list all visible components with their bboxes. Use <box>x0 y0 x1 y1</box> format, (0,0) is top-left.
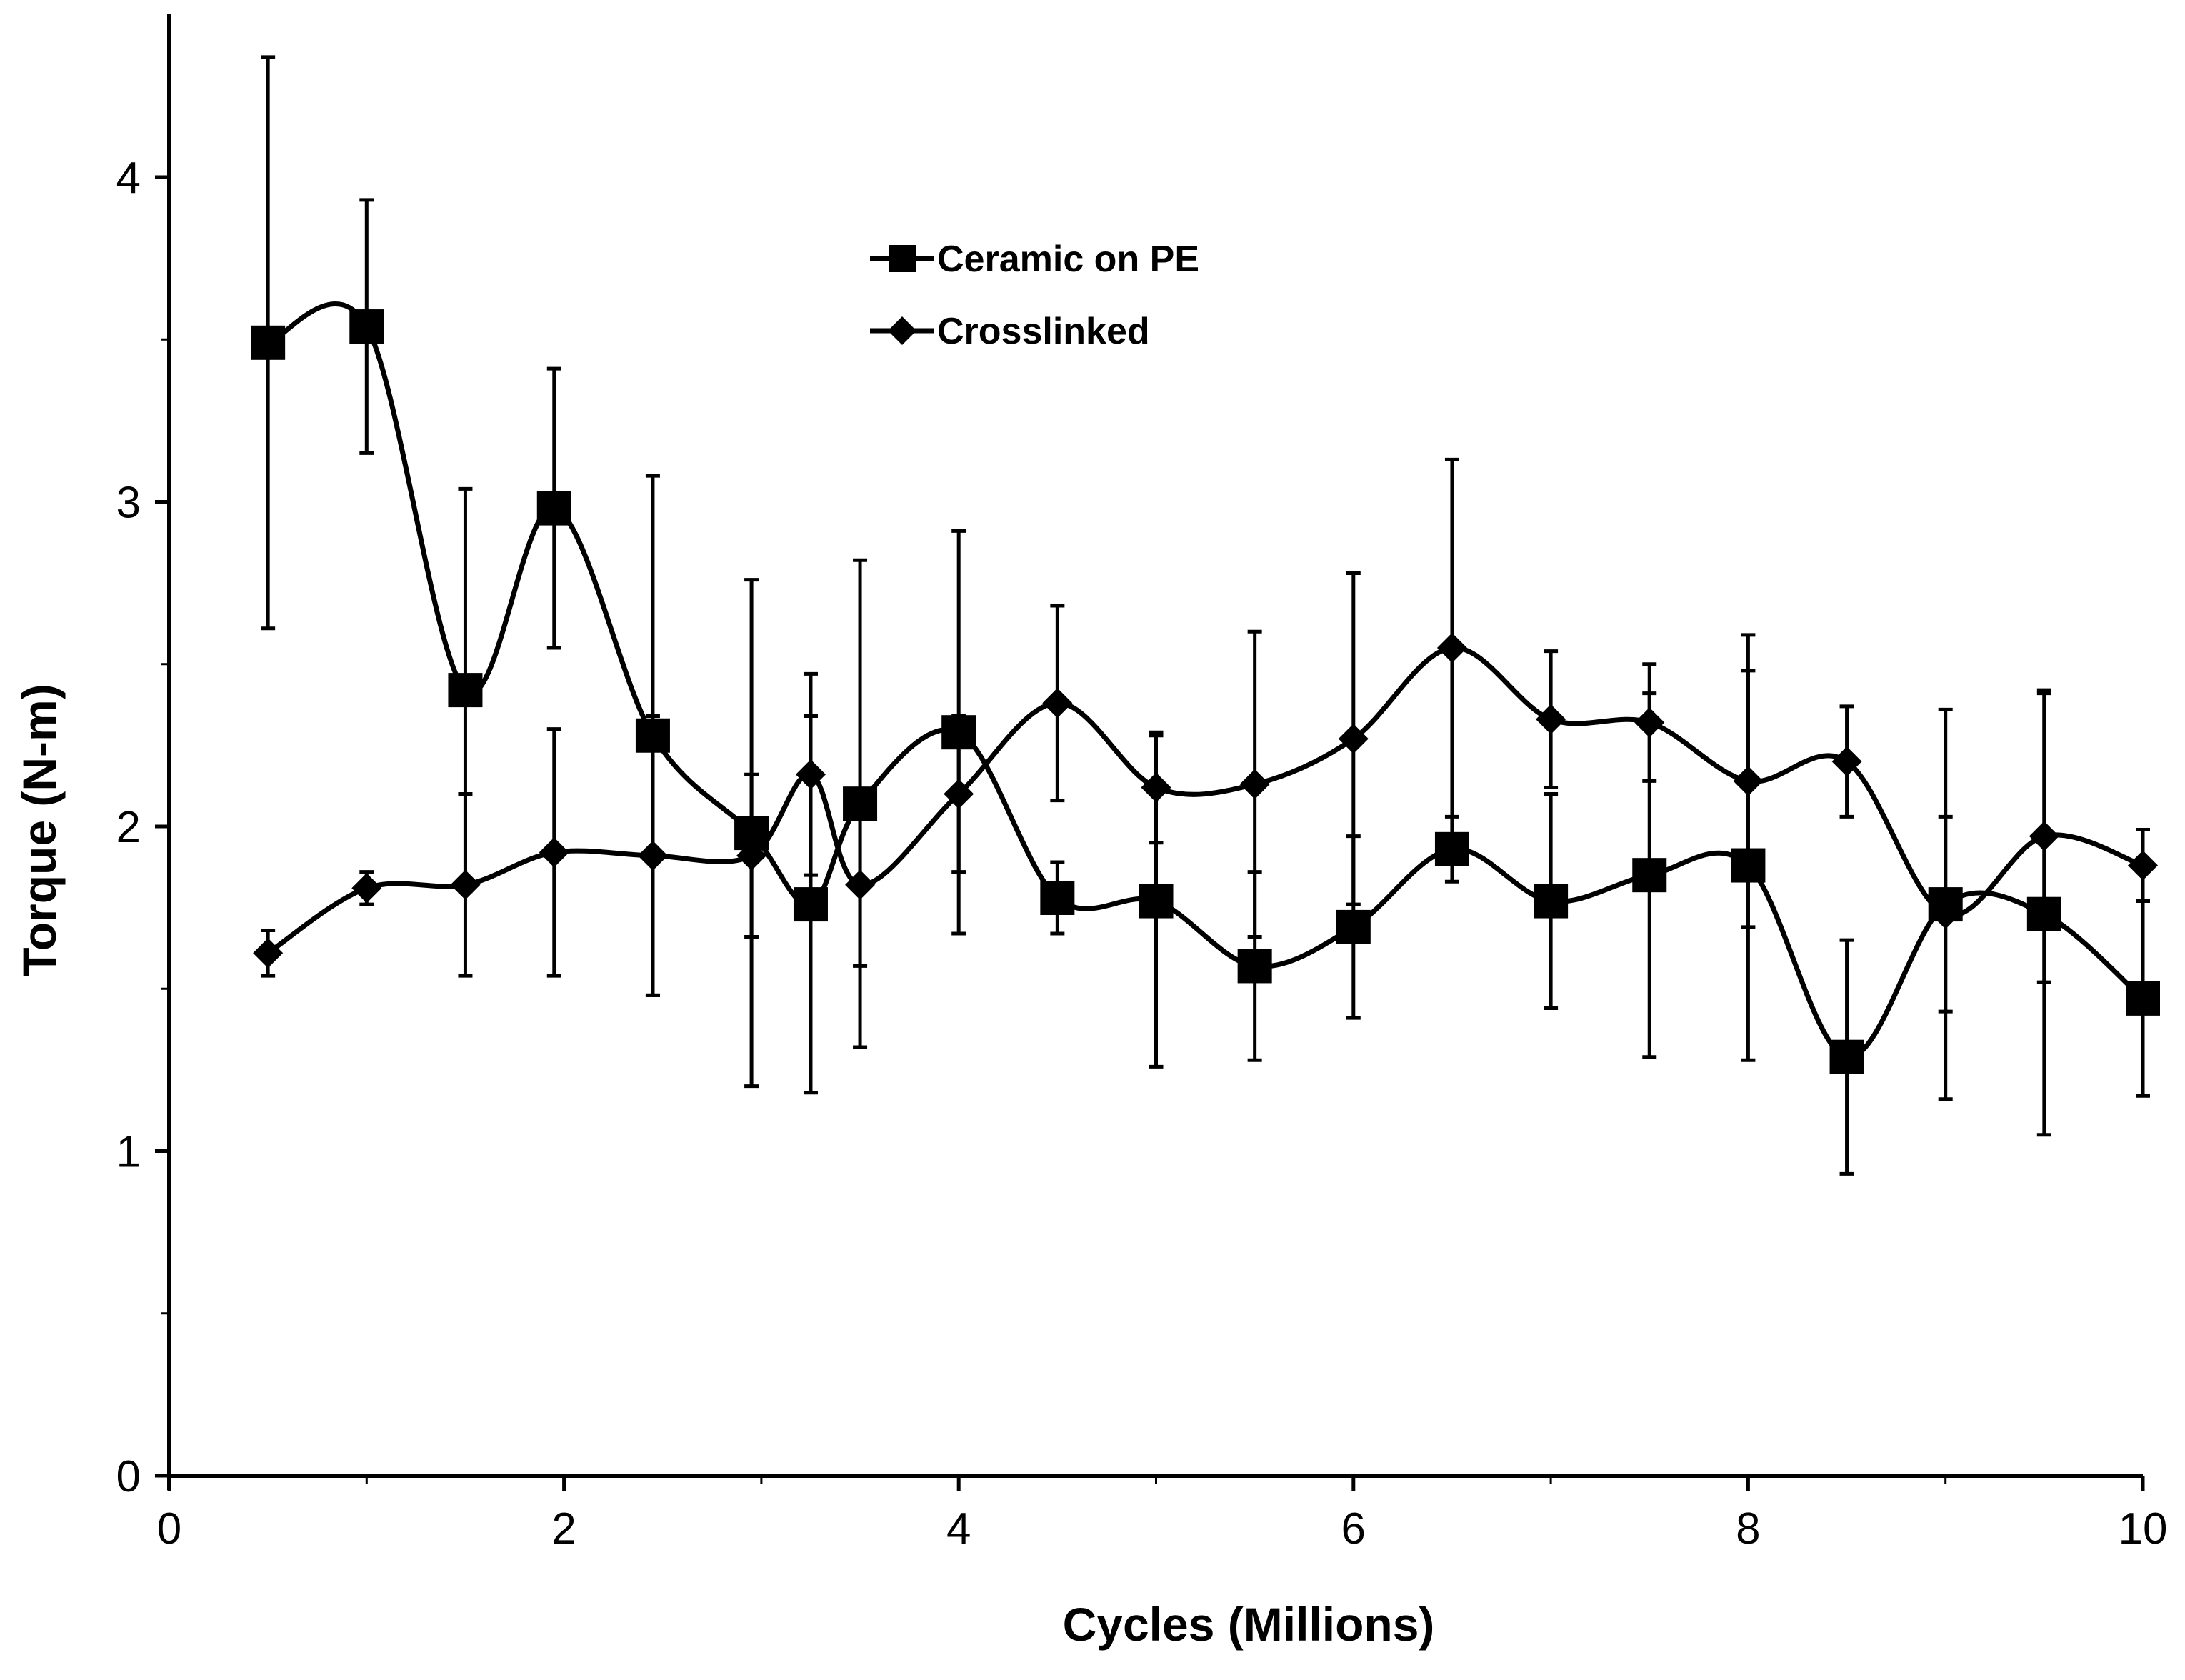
y-ticks: 0 1 2 3 4 <box>116 154 169 1501</box>
series-line <box>267 301 2145 1060</box>
legend-label-crosslinked: Crosslinked <box>937 311 1150 352</box>
data-point-square <box>251 325 286 360</box>
legend-square-marker <box>889 245 916 272</box>
data-point-square <box>1829 1039 1864 1074</box>
x-tick-label: 2 <box>551 1504 576 1554</box>
data-point-square <box>1336 909 1371 944</box>
x-axis-title: Cycles (Millions) <box>1063 1598 1435 1651</box>
data-point-square <box>793 887 828 922</box>
legend-diamond-marker <box>888 316 916 345</box>
data-point-diamond <box>1042 688 1073 719</box>
axes: 0 1 2 3 4 0 2 4 6 8 10 <box>116 14 2168 1554</box>
data-point-diamond <box>2029 821 2059 851</box>
data-point-diamond <box>351 873 382 904</box>
data-point-square <box>1632 858 1667 893</box>
data-point-diamond <box>1733 766 1764 796</box>
data-point-diamond <box>450 869 481 900</box>
data-point-square <box>448 673 483 708</box>
y-axis-title: Torque (N-m) <box>13 684 66 976</box>
legend-entry-ceramic: Ceramic on PE <box>870 239 1199 280</box>
data-point-diamond <box>2128 850 2158 881</box>
data-point-diamond <box>845 869 876 900</box>
x-tick-label: 4 <box>946 1504 971 1554</box>
series-crosslinked <box>253 457 2158 1014</box>
data-point-diamond <box>1239 769 1270 799</box>
series-ceramic-on-pe <box>251 55 2160 1176</box>
data-point-square <box>2126 981 2160 1016</box>
data-point-diamond <box>795 759 826 790</box>
y-tick-label: 0 <box>116 1452 141 1501</box>
data-point-square <box>1237 949 1272 984</box>
x-ticks: 0 2 4 6 8 10 <box>157 1476 2168 1554</box>
data-point-diamond <box>1436 633 1467 664</box>
data-point-diamond <box>1634 707 1665 738</box>
data-point-square <box>1040 880 1075 915</box>
data-point-diamond <box>736 840 767 871</box>
data-point-diamond <box>1930 899 1961 929</box>
y-tick-label: 4 <box>116 154 141 203</box>
x-tick-label: 8 <box>1736 1504 1760 1554</box>
x-tick-label: 0 <box>157 1504 181 1554</box>
data-point-diamond <box>1831 746 1862 777</box>
data-point-diamond <box>253 938 284 969</box>
data-point-square <box>1534 884 1569 919</box>
data-point-diamond <box>944 779 974 809</box>
data-point-square <box>536 491 571 526</box>
y-tick-label: 2 <box>116 803 141 852</box>
data-point-square <box>1139 884 1174 919</box>
data-point-diamond <box>1141 772 1171 803</box>
data-point-diamond <box>637 840 668 871</box>
legend: Ceramic on PE Crosslinked <box>870 239 1199 352</box>
data-point-diamond <box>1536 704 1566 735</box>
x-tick-label: 6 <box>1341 1504 1366 1554</box>
series-line <box>266 645 2144 956</box>
legend-entry-crosslinked: Crosslinked <box>870 311 1150 352</box>
y-tick-label: 1 <box>116 1128 141 1177</box>
data-point-diamond <box>539 837 569 868</box>
x-tick-label: 10 <box>2119 1504 2168 1554</box>
data-point-square <box>349 309 384 344</box>
data-point-diamond <box>1338 724 1369 754</box>
series-layer <box>251 55 2160 1176</box>
y-tick-label: 3 <box>116 479 141 528</box>
legend-label-ceramic: Ceramic on PE <box>937 239 1199 280</box>
